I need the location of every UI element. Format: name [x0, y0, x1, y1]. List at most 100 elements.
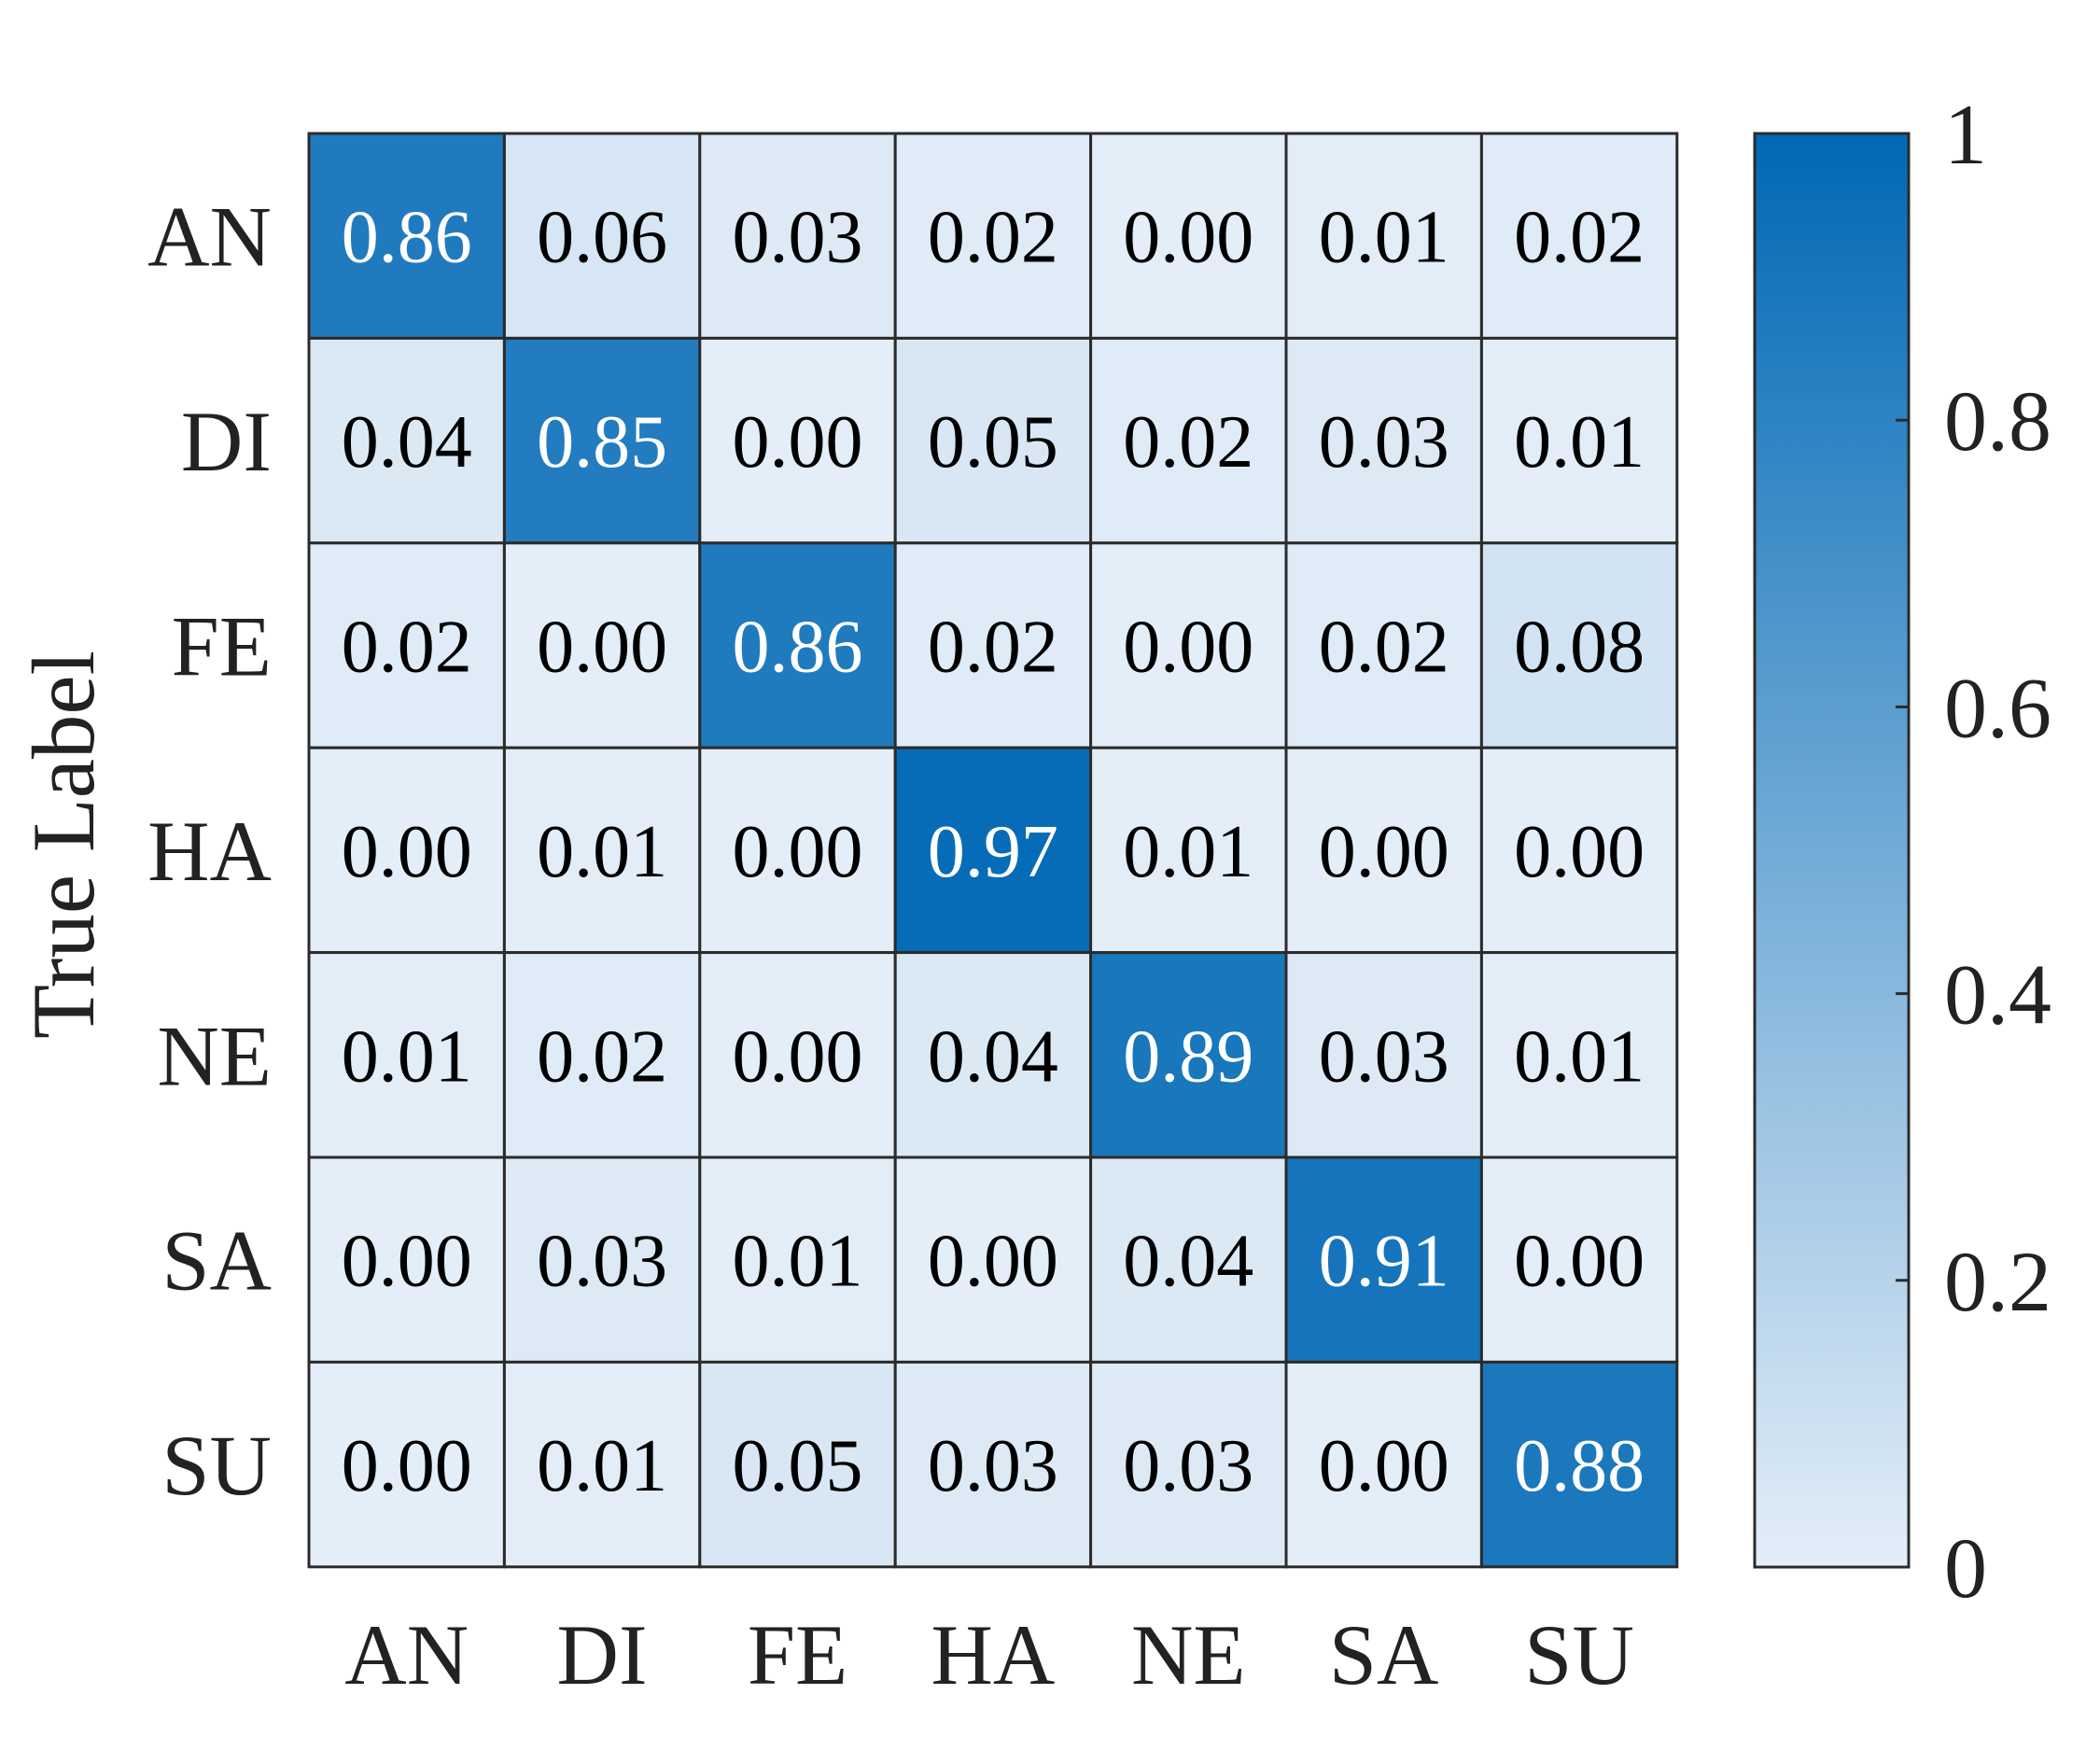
cell-value-label: 0.00	[537, 607, 667, 689]
cell-value-label: 0.03	[1319, 401, 1449, 483]
cell-value-label: 0.02	[537, 1015, 667, 1098]
cell-value-label: 0.00	[733, 811, 863, 893]
x-tick-label: NE	[1131, 1607, 1246, 1702]
heatmap-cell	[307, 951, 506, 1159]
y-axis-tick-labels: AN DI FE HA NE SA SU	[147, 189, 272, 1513]
colorbar-tick-label: 0.6	[1944, 660, 2051, 755]
heatmap-cell	[307, 1360, 506, 1569]
heatmap-cell	[502, 541, 702, 749]
x-tick-label: FE	[748, 1607, 847, 1702]
x-tick-label: SA	[1329, 1607, 1439, 1702]
heatmap-cell	[893, 132, 1093, 340]
cell-value-label: 0.85	[537, 401, 667, 483]
heatmap-cell	[1479, 746, 1679, 955]
y-tick-label: NE	[157, 1008, 272, 1103]
y-tick-label: FE	[172, 599, 272, 694]
colorbar-ticks: 0 0.2 0.4 0.6 0.8 1	[1896, 87, 2051, 1616]
cell-value-label: 0.01	[1319, 197, 1449, 279]
heatmap-cell	[502, 1155, 702, 1364]
heatmap-cell	[502, 132, 702, 340]
heatmap-cell	[502, 746, 702, 955]
cell-value-label: 0.01	[537, 811, 667, 893]
cell-value-label: 0.86	[342, 197, 472, 279]
heatmap-cell	[698, 541, 897, 749]
heatmap-cell	[1089, 1360, 1288, 1569]
heatmap-cell	[1089, 1155, 1288, 1364]
cell-value-label: 0.03	[733, 197, 863, 279]
heatmap-cell	[307, 1155, 506, 1364]
cell-value-label: 0.89	[1123, 1015, 1253, 1098]
cell-value-label: 0.02	[1514, 197, 1645, 279]
cell-value-label: 0.86	[733, 607, 863, 689]
colorbar-tick-label: 0.2	[1944, 1234, 2051, 1329]
cell-value-label: 0.01	[1514, 401, 1645, 483]
cell-value-label: 0.03	[1123, 1425, 1253, 1507]
cell-value-label: 0.05	[928, 401, 1058, 483]
x-tick-label: SU	[1524, 1607, 1634, 1702]
heatmap-cell	[1479, 951, 1679, 1159]
heatmap-cell	[307, 746, 506, 955]
cell-value-label: 0.00	[1319, 811, 1449, 893]
cell-value-label: 0.00	[342, 1221, 472, 1303]
cell-value-label: 0.00	[342, 811, 472, 893]
heatmap-value-labels: 0.86 0.06 0.03 0.02 0.00 0.01 0.02 0.04 0.85 0.00…	[342, 197, 1645, 1507]
heatmap-cell	[698, 1360, 897, 1569]
heatmap-cell	[1284, 746, 1483, 955]
cell-value-label: 0.88	[1514, 1425, 1645, 1507]
heatmap-cell	[1089, 541, 1288, 749]
heatmap-cell	[698, 336, 897, 545]
heatmap-cell	[1284, 132, 1483, 340]
cell-value-label: 0.00	[1123, 197, 1253, 279]
x-axis-tick-labels: AN DI FE HA NE SA SU	[344, 1607, 1634, 1702]
y-tick-label: DI	[181, 394, 272, 489]
cell-value-label: 0.01	[342, 1015, 472, 1098]
heatmap-cell	[1479, 541, 1679, 749]
cell-value-label: 0.02	[1123, 401, 1253, 483]
y-tick-label: HA	[147, 804, 272, 899]
y-tick-label: SA	[161, 1213, 272, 1309]
cell-value-label: 0.02	[342, 607, 472, 689]
heatmap-cell	[1479, 336, 1679, 545]
cell-value-label: 0.01	[733, 1221, 863, 1303]
colorbar-tick-label: 0	[1944, 1520, 1987, 1616]
heatmap-cell	[698, 1155, 897, 1364]
cell-value-label: 0.00	[1319, 1425, 1449, 1507]
heatmap-cell	[698, 951, 897, 1159]
cell-value-label: 0.00	[733, 1015, 863, 1098]
x-tick-label: DI	[557, 1607, 648, 1702]
cell-value-label: 0.01	[1514, 1015, 1645, 1098]
cell-value-label: 0.00	[1123, 607, 1253, 689]
heatmap-cell	[893, 1155, 1093, 1364]
colorbar-tick-label: 1	[1944, 87, 1987, 182]
cell-value-label: 0.02	[1319, 607, 1449, 689]
heatmap-cell	[1479, 1155, 1679, 1364]
heatmap-cells	[307, 132, 1679, 1569]
cell-value-label: 0.02	[928, 197, 1058, 279]
x-tick-label: AN	[344, 1607, 469, 1702]
cell-value-label: 0.04	[1123, 1221, 1253, 1303]
cell-value-label: 0.00	[928, 1221, 1058, 1303]
cell-value-label: 0.02	[928, 607, 1058, 689]
cell-value-label: 0.04	[342, 401, 472, 483]
cell-value-label: 0.04	[928, 1015, 1058, 1098]
colorbar	[1753, 132, 1911, 1569]
cell-value-label: 0.91	[1319, 1221, 1449, 1303]
heatmap-cell	[307, 336, 506, 545]
heatmap-cell	[307, 132, 506, 340]
colorbar-tick-label: 0.8	[1944, 373, 2051, 469]
cell-value-label: 0.06	[537, 197, 667, 279]
heatmap-cell	[1284, 1360, 1483, 1569]
heatmap-cell	[1479, 1360, 1679, 1569]
y-axis-title: True Label	[14, 651, 113, 1039]
cell-value-label: 0.00	[342, 1425, 472, 1507]
cell-value-label: 0.97	[928, 811, 1058, 893]
y-tick-label: AN	[147, 189, 272, 285]
heatmap-cell	[893, 1360, 1093, 1569]
y-tick-label: SU	[161, 1418, 272, 1513]
cell-value-label: 0.00	[1514, 1221, 1645, 1303]
heatmap-cell	[698, 132, 897, 340]
cell-value-label: 0.03	[1319, 1015, 1449, 1098]
heatmap-cell	[893, 746, 1093, 955]
cell-value-label: 0.00	[733, 401, 863, 483]
